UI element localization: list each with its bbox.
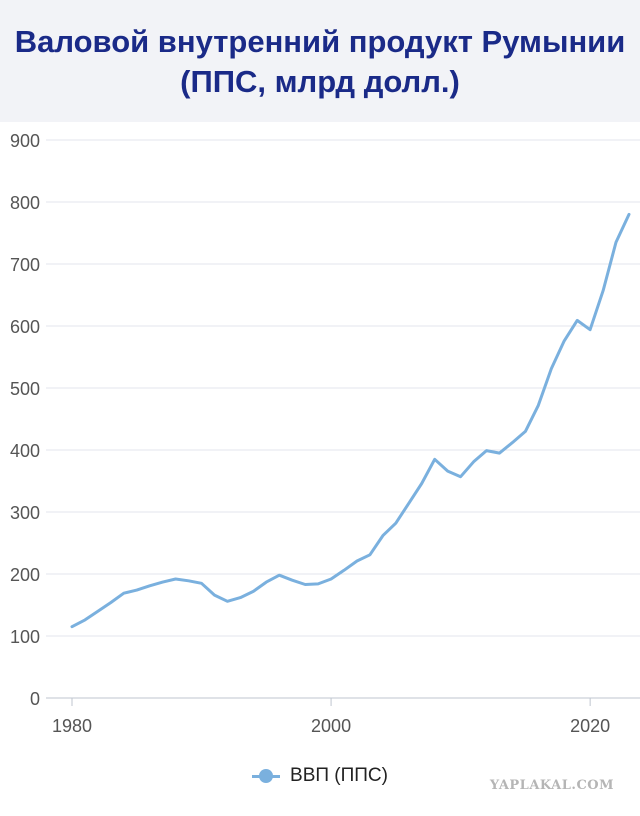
y-tick-label: 200 xyxy=(10,565,40,585)
series-line-0 xyxy=(70,212,631,629)
y-tick-label: 500 xyxy=(10,379,40,399)
watermark: YAPLAKAL.COM xyxy=(489,778,614,793)
title-band xyxy=(0,0,640,122)
legend-marker-icon xyxy=(252,768,281,784)
legend[interactable]: ВВП (ППС) xyxy=(0,765,640,787)
x-tick-label: 2020 xyxy=(570,716,610,736)
y-tick-label: 100 xyxy=(10,627,40,647)
y-tick-label: 600 xyxy=(10,317,40,337)
y-tick-label: 300 xyxy=(10,503,40,523)
legend-label: ВВП (ППС) xyxy=(290,765,388,786)
chart-title-line-2: (ППС, млрд долл.) xyxy=(180,64,460,99)
y-tick-label: 0 xyxy=(30,689,40,709)
y-tick-label: 700 xyxy=(10,255,40,275)
line-chart: 0 100 200 300 400 500 600 700 800 900 1980 2000 2020 xyxy=(10,131,640,736)
x-tick-label: 1980 xyxy=(52,716,92,736)
y-tick-label: 800 xyxy=(10,193,40,213)
y-tick-label: 900 xyxy=(10,131,40,151)
y-tick-label: 400 xyxy=(10,441,40,461)
chart-title-line-1: Валовой внутренний продукт Румынии xyxy=(14,24,626,59)
x-tick-label: 2000 xyxy=(311,716,351,736)
chart-title: Валовой внутренний продукт Румынии (ППС,… xyxy=(0,22,640,102)
